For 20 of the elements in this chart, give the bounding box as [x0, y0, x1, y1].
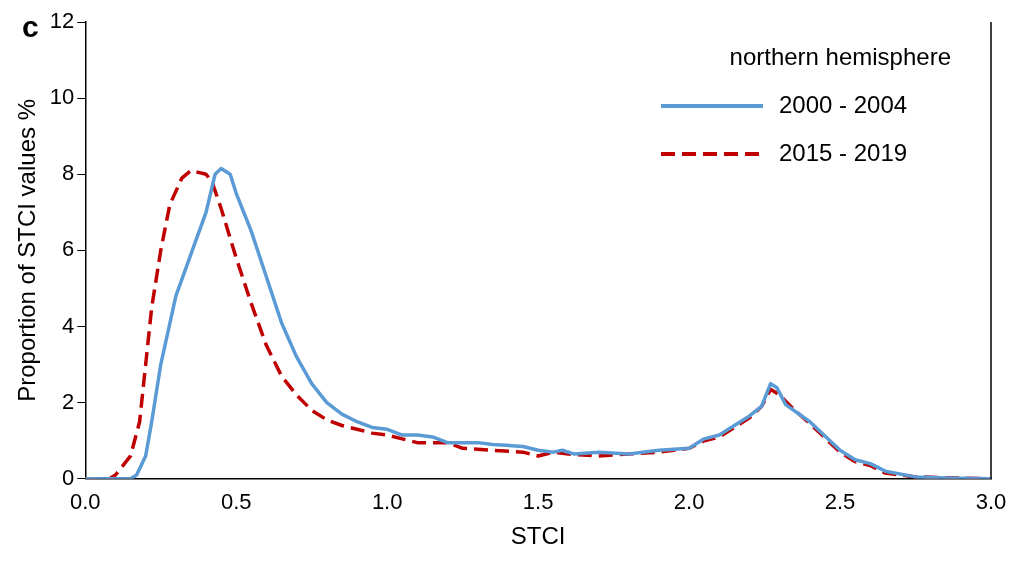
legend-label: 2000 - 2004 [779, 90, 908, 118]
x-tick-label: 2.0 [673, 489, 705, 515]
y-tick-label: 8 [62, 160, 75, 186]
x-tick-label: 2.5 [824, 489, 856, 515]
x-tick-label: 3.0 [975, 489, 1007, 515]
y-tick-label: 0 [62, 464, 75, 490]
x-tick-label: 0.0 [69, 489, 101, 515]
legend-label: 2015 - 2019 [779, 138, 908, 166]
x-tick-label: 1.0 [371, 489, 403, 515]
y-tick-label: 10 [49, 84, 75, 110]
y-tick-label: 12 [49, 8, 75, 34]
legend-title: northern hemisphere [729, 42, 951, 70]
x-tick-label: 1.5 [522, 489, 554, 515]
y-tick-label: 4 [62, 312, 75, 338]
y-tick-label: 6 [62, 236, 75, 262]
y-axis-title: Proportion of STCI values % [13, 98, 41, 402]
text: c [22, 10, 39, 44]
x-axis-title: STCI [510, 522, 566, 550]
y-tick-label: 2 [62, 388, 75, 414]
x-tick-label: 0.5 [220, 489, 252, 515]
